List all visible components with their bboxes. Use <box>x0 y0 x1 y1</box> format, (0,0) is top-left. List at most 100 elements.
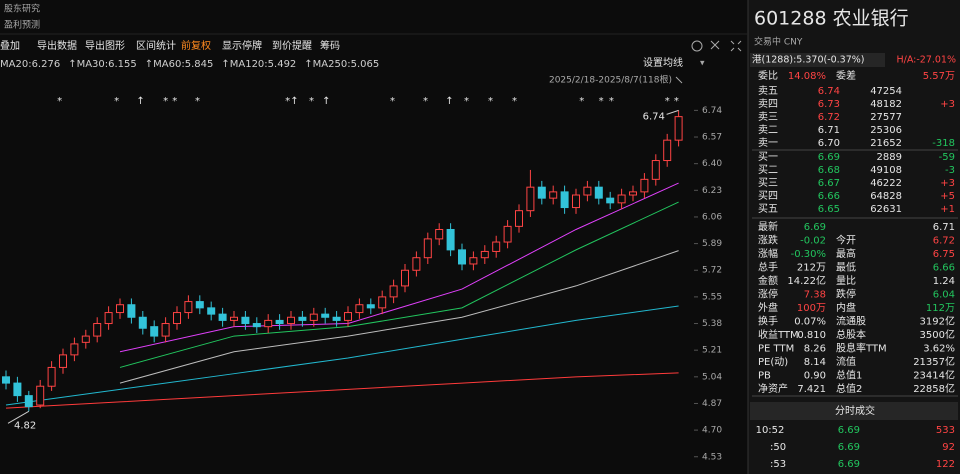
stat-value: 0.07% <box>794 317 826 328</box>
stat-value: 212万 <box>797 263 826 274</box>
candle-body <box>24 395 33 408</box>
y-tick-label: 5.21 <box>702 346 722 356</box>
max-pointer <box>666 109 679 115</box>
event-marker[interactable]: * <box>488 96 493 107</box>
legend-entry: MA20:6.276 <box>0 59 60 70</box>
event-marker[interactable]: * <box>195 96 200 107</box>
stat-value: 23414亿 <box>913 369 955 382</box>
book-price: 6.68 <box>818 165 840 176</box>
event-marker[interactable]: ↑ <box>136 96 144 107</box>
event-marker[interactable]: * <box>464 96 469 107</box>
status: 交易中 CNY <box>754 36 803 48</box>
date-range: 2025/2/18-2025/8/7(118根) <box>549 74 672 86</box>
stat-value: 6.72 <box>933 236 955 247</box>
stat-value: 6.75 <box>933 249 955 260</box>
event-marker[interactable]: * <box>674 96 679 107</box>
toolbar-item[interactable]: 到价提醒 <box>272 40 312 52</box>
stat-value: 3192亿 <box>920 315 955 328</box>
icon[interactable] <box>710 40 720 50</box>
stat-label: 今开 <box>836 234 856 247</box>
y-tick-label: 5.38 <box>702 319 722 329</box>
stat-label: 涨停 <box>758 288 778 301</box>
event-marker[interactable]: ↑ <box>322 96 330 107</box>
stat-label: PE TTM <box>758 344 794 355</box>
book-change: +3 <box>940 178 955 189</box>
candle-body <box>366 304 375 309</box>
tab[interactable]: 股东研究 <box>4 3 40 15</box>
stat-label: 流通股 <box>836 315 866 328</box>
stat-label: 总手 <box>758 261 778 274</box>
trade-price: 6.69 <box>838 459 860 470</box>
toolbar-item[interactable]: 叠加 <box>0 40 20 52</box>
chart-bg <box>0 0 748 474</box>
stat-value: 1.24 <box>933 276 955 287</box>
candle-body <box>560 191 569 209</box>
y-tick-label: 6.74 <box>702 106 722 116</box>
book-volume: 25306 <box>870 125 902 136</box>
candle-body <box>412 257 421 271</box>
candle-body <box>59 354 67 368</box>
event-marker[interactable]: * <box>163 96 168 107</box>
tab[interactable]: 盈利预测 <box>4 19 40 31</box>
icon[interactable] <box>675 76 683 84</box>
stat-value: 3500亿 <box>920 328 955 341</box>
dropdown[interactable]: ▾ <box>700 59 705 69</box>
event-marker[interactable]: * <box>172 96 177 107</box>
candle-body <box>651 160 660 180</box>
stat-value: 8.14 <box>804 357 826 368</box>
stat-label: 涨幅 <box>758 247 778 260</box>
ma-setting[interactable]: 设置均线 <box>643 56 683 69</box>
event-marker[interactable]: * <box>114 96 119 107</box>
stat-label: PE(动) <box>758 356 788 368</box>
toolbar-item[interactable]: 前复权 <box>181 39 211 52</box>
stat-value: 22858亿 <box>913 382 955 395</box>
min-pointer <box>7 410 30 424</box>
event-marker[interactable]: * <box>609 96 614 107</box>
toolbar-item[interactable]: 导出数据 <box>37 39 77 52</box>
stat-value: 0.810 <box>797 330 826 341</box>
event-marker[interactable]: * <box>665 96 670 107</box>
stat-label: 总值1 <box>836 369 862 382</box>
event-marker[interactable]: * <box>579 96 584 107</box>
event-marker[interactable]: * <box>285 96 290 107</box>
toolbar-item[interactable]: 导出图形 <box>85 39 125 52</box>
stat-value: 0.90 <box>804 371 826 382</box>
y-tick-label: 6.40 <box>702 159 722 169</box>
trade-price: 6.69 <box>838 442 860 453</box>
stat-label: PB <box>758 371 771 382</box>
y-tick-label: 4.70 <box>702 426 722 436</box>
trade-time: :50 <box>770 442 786 453</box>
candle-body <box>252 323 261 328</box>
book-volume: 46222 <box>870 178 902 189</box>
icon[interactable] <box>691 40 703 52</box>
book-label: 买五 <box>758 203 778 215</box>
event-marker[interactable]: * <box>57 96 62 107</box>
stat-label: 流值 <box>836 355 856 368</box>
book-volume: 47254 <box>870 86 902 97</box>
candle-body <box>150 326 159 337</box>
book-label: 卖四 <box>758 98 778 110</box>
toolbar-item[interactable]: 区间统计 <box>136 39 176 52</box>
toolbar-item[interactable]: 显示停牌 <box>222 39 262 52</box>
event-marker[interactable]: * <box>512 96 517 107</box>
candle-body <box>435 228 444 240</box>
event-marker[interactable]: * <box>390 96 395 107</box>
stat-label: 内盘 <box>836 301 856 314</box>
event-marker[interactable]: ↑ <box>445 96 453 107</box>
event-marker[interactable]: * <box>599 96 604 107</box>
toolbar-item[interactable]: 筹码 <box>320 39 340 52</box>
min-label: 4.82 <box>14 420 36 431</box>
icon[interactable] <box>730 40 742 52</box>
book-change: -318 <box>932 138 955 149</box>
event-marker[interactable]: * <box>309 96 314 107</box>
candle-body <box>572 194 580 209</box>
event-marker[interactable]: * <box>423 96 428 107</box>
candle-body <box>309 313 318 321</box>
candle-body <box>127 304 136 318</box>
book-price: 6.74 <box>818 86 840 97</box>
event-marker[interactable]: ↑ <box>290 96 298 107</box>
stat-value: 7.421 <box>797 384 826 395</box>
trades-header-bg <box>750 402 958 420</box>
summary-cell: 委比 <box>758 69 778 82</box>
